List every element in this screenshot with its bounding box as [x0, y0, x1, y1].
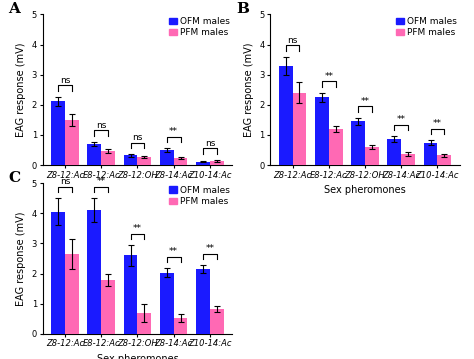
Text: C: C — [9, 171, 21, 185]
Y-axis label: EAG response (mV): EAG response (mV) — [16, 42, 26, 137]
Bar — [51, 212, 65, 334]
Y-axis label: EAG response (mV): EAG response (mV) — [16, 211, 26, 306]
Bar — [329, 129, 343, 165]
Bar — [65, 254, 79, 334]
Bar — [196, 162, 210, 165]
Legend: OFM males, PFM males: OFM males, PFM males — [168, 185, 230, 207]
X-axis label: Sex pheromones: Sex pheromones — [324, 185, 406, 195]
Bar — [438, 155, 451, 165]
Bar — [137, 313, 151, 334]
Bar — [124, 155, 137, 165]
Bar — [160, 273, 173, 334]
Text: **: ** — [169, 127, 178, 136]
Bar — [160, 150, 173, 165]
Text: A: A — [9, 2, 20, 16]
Text: ns: ns — [96, 121, 107, 130]
Bar — [124, 256, 137, 334]
Bar — [173, 158, 187, 165]
Text: ns: ns — [205, 139, 215, 148]
Text: **: ** — [205, 244, 214, 253]
Text: **: ** — [133, 224, 142, 233]
Bar — [365, 147, 379, 165]
Text: **: ** — [324, 72, 333, 81]
Bar — [101, 280, 115, 334]
Text: **: ** — [97, 177, 106, 186]
Bar — [101, 151, 115, 165]
Bar — [137, 157, 151, 165]
Text: **: ** — [433, 119, 442, 128]
Bar — [65, 120, 79, 165]
Legend: OFM males, PFM males: OFM males, PFM males — [168, 16, 230, 38]
Bar — [196, 269, 210, 334]
Bar — [387, 139, 401, 165]
X-axis label: Sex pheromones: Sex pheromones — [97, 354, 178, 359]
Bar — [424, 143, 438, 165]
Y-axis label: EAG response (mV): EAG response (mV) — [244, 42, 254, 137]
Bar — [88, 144, 101, 165]
Bar — [401, 154, 415, 165]
Text: B: B — [236, 2, 249, 16]
Text: ns: ns — [287, 36, 298, 45]
Bar — [210, 160, 224, 165]
Bar — [292, 93, 306, 165]
Bar — [210, 309, 224, 334]
Bar — [173, 318, 187, 334]
Text: ns: ns — [60, 76, 70, 85]
Bar — [351, 121, 365, 165]
Bar — [279, 66, 292, 165]
Text: ns: ns — [132, 133, 143, 142]
Text: ns: ns — [60, 177, 70, 186]
Text: **: ** — [169, 247, 178, 256]
X-axis label: Sex pheromones: Sex pheromones — [97, 185, 178, 195]
Bar — [88, 210, 101, 334]
Text: **: ** — [397, 115, 406, 124]
Bar — [315, 97, 329, 165]
Bar — [51, 101, 65, 165]
Legend: OFM males, PFM males: OFM males, PFM males — [395, 16, 458, 38]
Text: **: ** — [361, 97, 369, 106]
